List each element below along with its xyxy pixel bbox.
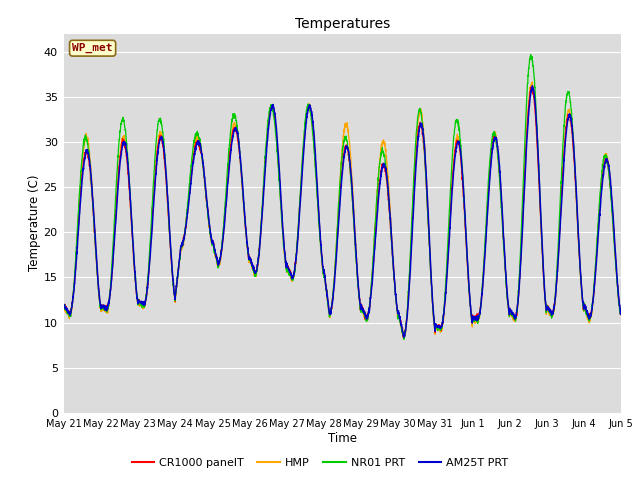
Legend: CR1000 panelT, HMP, NR01 PRT, AM25T PRT: CR1000 panelT, HMP, NR01 PRT, AM25T PRT xyxy=(127,453,513,472)
Y-axis label: Temperature (C): Temperature (C) xyxy=(28,175,41,272)
X-axis label: Time: Time xyxy=(328,432,357,445)
Title: Temperatures: Temperatures xyxy=(295,17,390,31)
Text: WP_met: WP_met xyxy=(72,43,113,53)
